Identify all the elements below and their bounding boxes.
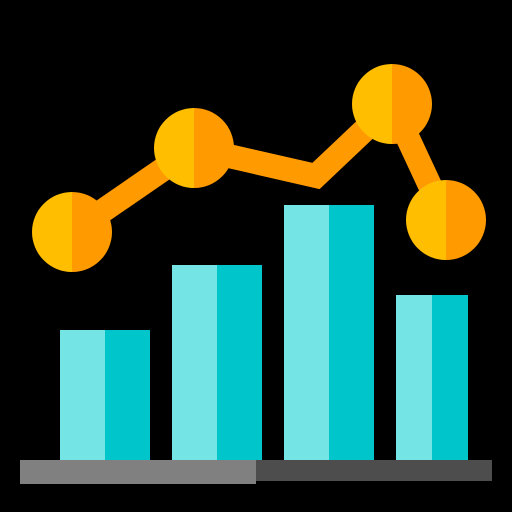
bar-4-right [432,295,468,460]
bar-1-right [105,330,150,460]
marker-4 [406,180,486,260]
base-left [20,460,256,484]
bar-2-right [217,265,262,460]
base-right [256,460,492,481]
bar-3-right [329,205,374,460]
marker-1 [32,192,112,272]
bar-1-left [60,330,105,460]
bar-2-left [172,265,217,460]
bar-chart-icon [0,0,512,512]
bar-3-left [284,205,329,460]
marker-3 [352,64,432,144]
marker-2 [154,108,234,188]
bar-4-left [396,295,432,460]
